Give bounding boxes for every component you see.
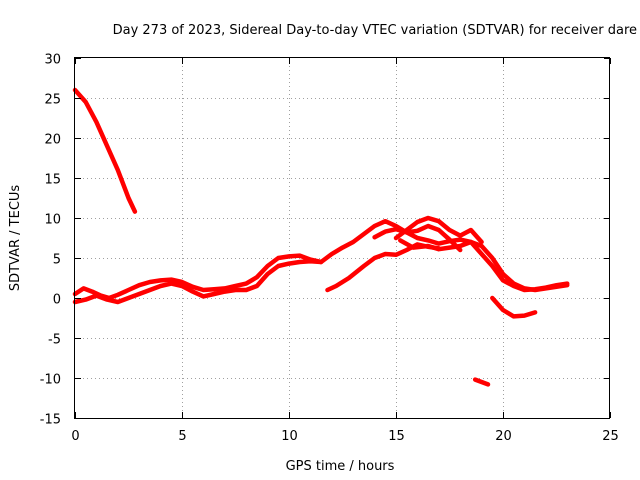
y-tick-label: 10 — [44, 213, 61, 228]
x-tick-label: 5 — [178, 429, 186, 444]
y-tick-label: 0 — [53, 293, 61, 308]
x-tick-label: 20 — [495, 429, 512, 444]
series-group — [72, 87, 570, 387]
plot-frame — [74, 57, 610, 419]
y-axis-label: SDTVAR / TECUs — [8, 185, 23, 292]
axis-ticks: 0 5 10 15 20 25 -15 -10 -5 0 5 10 15 20 25 30 — [40, 53, 619, 445]
y-tick-label: 15 — [44, 173, 61, 188]
series-line-arc-8 — [490, 295, 538, 319]
x-axis-label: GPS time / hours — [286, 459, 395, 474]
y-tick-label: 30 — [44, 53, 61, 68]
y-tick-label: -5 — [48, 333, 61, 348]
y-tick-label: -15 — [40, 413, 61, 428]
series-line-arc-6 — [393, 215, 484, 245]
chart-title: Day 273 of 2023, Sidereal Day-to-day VTE… — [113, 23, 637, 38]
series-line-arc-5 — [372, 223, 463, 253]
series-line-arc-1 — [72, 87, 138, 214]
y-tick-label: 5 — [53, 253, 61, 268]
series-line-arc-3 — [72, 258, 324, 305]
series-line-arc-9 — [472, 377, 491, 387]
x-tick-label: 25 — [602, 429, 619, 444]
y-tick-label: -10 — [40, 373, 61, 388]
x-tick-label: 0 — [71, 429, 79, 444]
series-line-arc-7 — [398, 238, 570, 293]
series-line-arc-4 — [325, 242, 442, 293]
grid — [75, 58, 610, 418]
x-tick-label: 10 — [281, 429, 298, 444]
x-tick-label: 15 — [388, 429, 405, 444]
y-tick-label: 25 — [44, 93, 61, 108]
y-tick-label: 20 — [44, 133, 61, 148]
